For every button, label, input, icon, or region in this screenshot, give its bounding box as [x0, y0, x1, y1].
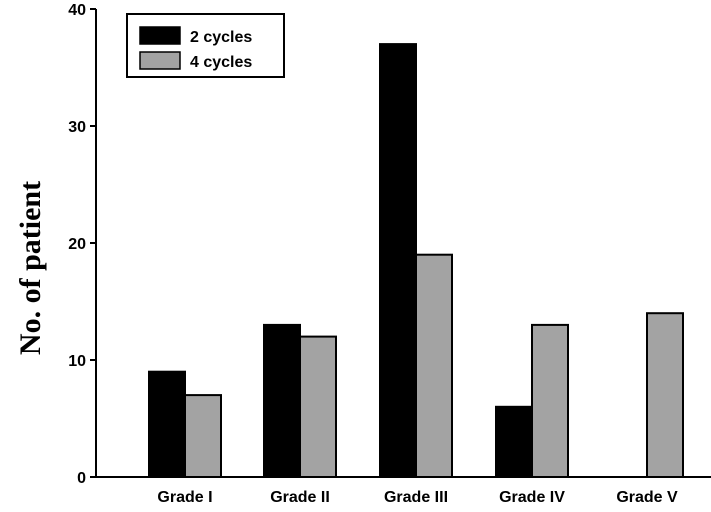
- bars: [148, 43, 684, 479]
- y-axis-ticks: 0 10 20 30 40: [68, 2, 96, 487]
- legend: 2 cycles 4 cycles: [126, 13, 285, 78]
- bar-grade-v-4-cycles: [646, 312, 684, 479]
- bar-grade-iv-4-cycles: [531, 323, 569, 478]
- bar-grade-iii-4-cycles: [415, 253, 453, 478]
- y-tick-label-40: 40: [68, 2, 86, 19]
- x-tick-label-grade-iii: Grade III: [384, 489, 448, 506]
- x-tick-label-grade-i: Grade I: [157, 489, 212, 506]
- x-tick-label-grade-iv: Grade IV: [499, 489, 565, 506]
- y-tick-label-0: 0: [77, 470, 86, 487]
- y-tick-label-20: 20: [68, 236, 86, 253]
- y-tick-label-10: 10: [68, 353, 86, 370]
- x-tick-label-grade-ii: Grade II: [270, 489, 330, 506]
- x-axis-ticks: Grade I Grade II Grade III Grade IV Grade V: [157, 489, 678, 506]
- legend-label-2-cycles: 2 cycles: [190, 29, 252, 46]
- x-tick-label-grade-v: Grade V: [616, 489, 678, 506]
- bar-grade-iv-2-cycles: [495, 405, 533, 478]
- y-axis-label: No. of patient: [14, 181, 47, 355]
- y-tick-label-30: 30: [68, 119, 86, 136]
- legend-swatch-4-cycles: [139, 51, 181, 70]
- bar-grade-iii-2-cycles: [379, 43, 417, 478]
- legend-label-4-cycles: 4 cycles: [190, 54, 252, 71]
- bar-grade-i-2-cycles: [148, 370, 186, 479]
- bar-grade-ii-2-cycles: [263, 323, 301, 478]
- legend-swatch-2-cycles: [139, 26, 181, 45]
- bar-grade-i-4-cycles: [184, 394, 222, 479]
- bar-grade-ii-4-cycles: [299, 335, 337, 478]
